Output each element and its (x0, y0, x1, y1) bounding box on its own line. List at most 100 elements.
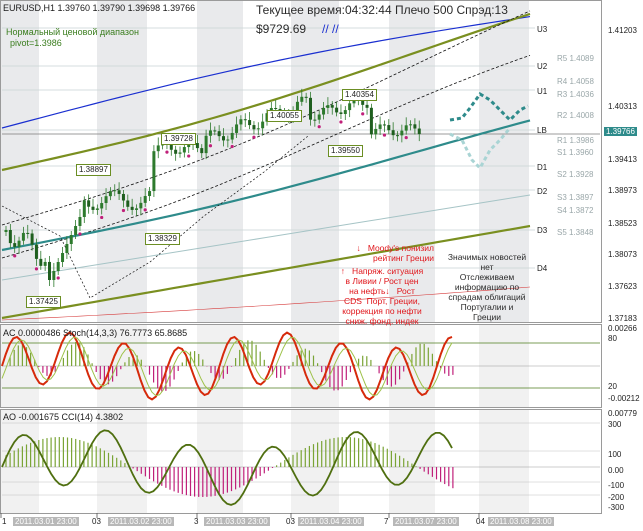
candle-body (396, 135, 399, 137)
price-tag: 1.40354 (342, 89, 377, 101)
signal-dot (208, 144, 213, 148)
price-axis-label: 1.40313 (608, 102, 637, 111)
trend-line-mid (1, 54, 531, 259)
candle-body (295, 101, 299, 111)
price-tag: 1.37425 (26, 296, 61, 308)
candle-body (313, 119, 317, 121)
candle-body (4, 230, 8, 232)
candle-body (130, 206, 134, 210)
forecast-projection-line (449, 92, 529, 123)
level-label: D4 (537, 264, 548, 273)
candle-body (17, 240, 21, 247)
cci-axis-label: 0.00779 (608, 409, 637, 418)
candle-body (274, 108, 278, 110)
candle-body (87, 200, 91, 207)
cci-axis-label: -300 (608, 503, 625, 512)
candle-body (74, 226, 78, 235)
candle-body (243, 119, 247, 121)
time-axis-label: 7 (384, 517, 389, 526)
candle-body (78, 217, 82, 226)
signal-dot (34, 267, 39, 271)
session-shade (479, 1, 529, 322)
candle-body (148, 191, 152, 197)
candle-body (121, 193, 125, 201)
candle-body (182, 147, 186, 153)
candle-body (208, 130, 212, 136)
stoch-axis-label: 0.00266 (608, 324, 637, 333)
pivot-level-label: R2 1.4008 (557, 111, 594, 120)
pivot-level-label: S4 1.3872 (557, 206, 594, 215)
candle-body (174, 149, 178, 154)
candle-body (30, 233, 34, 245)
stoch-signal-line (1, 336, 453, 397)
candle-body (252, 125, 256, 130)
signal-dot (252, 135, 256, 139)
candle-body (335, 107, 339, 113)
price-axis-label: 1.39413 (608, 155, 637, 164)
candle-body (235, 124, 239, 133)
candle-body (361, 100, 365, 105)
time-axis-label: 2011.03.02 23:00 (108, 517, 174, 526)
price-axis-label: 1.37183 (608, 314, 637, 323)
pivot-level-label: S1 1.3960 (557, 148, 594, 157)
candle-body (117, 190, 121, 194)
news-item-libya: ↑ Напряж. ситуация в Ливии / Рост цен на… (340, 266, 424, 326)
candle-body (39, 258, 43, 266)
time-axis-label: 2011.03.04 23:00 (298, 517, 364, 526)
candle-body (82, 200, 86, 217)
candle-body (152, 151, 156, 192)
signal-dot (13, 254, 17, 258)
price-tag: 1.38897 (76, 164, 111, 176)
level-label: D3 (537, 226, 548, 235)
session-shade (389, 410, 435, 513)
candle-body (300, 96, 304, 102)
cci-axis-label: -100 (608, 481, 625, 490)
candle-body (309, 97, 312, 120)
candle-body (400, 130, 404, 136)
candle-body (374, 128, 378, 135)
stoch-axis-label: -0.00212 (608, 394, 640, 403)
cci-axis-label: -200 (608, 493, 625, 502)
candle-body (378, 124, 382, 129)
pivot-label: pivot=1.3986 (10, 38, 62, 48)
time-axis-label: 2011.03.03 23:00 (204, 517, 270, 526)
upper-band-line (1, 15, 531, 129)
candle-body (104, 196, 108, 204)
signal-dot (165, 150, 169, 154)
signal-dot (382, 133, 387, 137)
signal-dot (121, 208, 126, 213)
band-d3-line (1, 224, 531, 320)
pivot-level-label: S5 1.3848 (557, 228, 594, 237)
price-axis-label: 1.38523 (608, 219, 637, 228)
slash-label: // // (322, 22, 339, 36)
candle-body (143, 196, 147, 203)
candle-body (409, 124, 413, 126)
candle-body (21, 232, 25, 241)
candle-body (156, 145, 160, 152)
stoch-axis-label: 20 (608, 382, 617, 391)
candle-body (69, 235, 73, 244)
candle-body (135, 208, 138, 210)
time-axis-label: 3 (194, 517, 199, 526)
candle-body (382, 124, 386, 126)
candle-body (304, 96, 308, 98)
band-u3-line (1, 12, 531, 172)
candle-body (222, 136, 225, 141)
cci-line (1, 429, 453, 506)
level-label: U1 (537, 87, 548, 96)
candle-body (343, 110, 347, 114)
price-tag: 1.39728 (161, 133, 196, 145)
candle-body (248, 120, 252, 126)
news-item-no-news: Значимых новостей нет Отслеживаем информ… (447, 252, 527, 322)
candle-body (169, 144, 173, 150)
candle-body (65, 244, 69, 253)
price-axis-label: 1.38973 (608, 186, 637, 195)
stoch-panel-title: AC 0.0000486 Stoch(14,3,3) 76.7773 65.86… (3, 328, 188, 338)
signal-dot (78, 232, 82, 236)
time-label: Текущее время:04:32:44 Плечо 500 Спрэд:1… (256, 3, 508, 17)
candle-body (256, 128, 260, 130)
candle-body (417, 128, 421, 135)
band-lb-line (1, 194, 531, 281)
